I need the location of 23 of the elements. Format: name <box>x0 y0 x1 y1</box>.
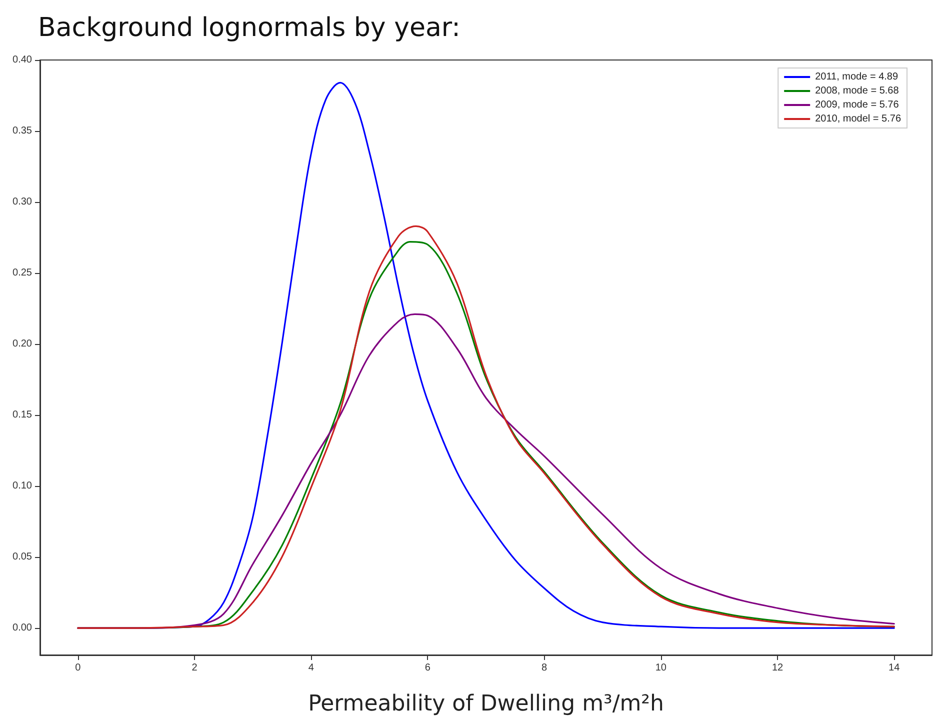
y-tick-label: 0.35 <box>12 126 32 136</box>
y-tick-label: 0.30 <box>12 196 32 208</box>
y-tick-label: 0.00 <box>12 622 32 634</box>
x-axis-title: Permeability of Dwelling m³/m²h <box>308 692 664 716</box>
x-tick-label: 8 <box>542 662 548 674</box>
x-tick-label: 4 <box>308 662 314 674</box>
legend-label: 2008, mode = 5.68 <box>815 86 900 96</box>
legend-label: 2011, mode = 4.89 <box>815 72 898 82</box>
y-tick-label: 0.20 <box>12 338 32 350</box>
y-tick-label: 0.40 <box>12 54 32 66</box>
x-tick-label: 2 <box>192 662 198 674</box>
y-tick-label: 0.25 <box>12 268 32 279</box>
legend-label: 2009, mode = 5.76 <box>815 100 900 110</box>
x-tick-label: 12 <box>772 662 784 674</box>
x-tick-label: 14 <box>888 662 900 674</box>
y-tick-label: 0.05 <box>12 552 32 563</box>
x-tick-label: 6 <box>424 662 431 674</box>
y-tick-label: 0.15 <box>12 410 32 421</box>
y-tick-label: 0.10 <box>12 480 32 492</box>
x-tick-label: 0 <box>75 662 82 674</box>
chart-title: Background lognormals by year: <box>38 13 460 43</box>
x-tick-label: 10 <box>655 662 667 674</box>
legend-label: 2010, model = 5.76 <box>815 114 902 124</box>
